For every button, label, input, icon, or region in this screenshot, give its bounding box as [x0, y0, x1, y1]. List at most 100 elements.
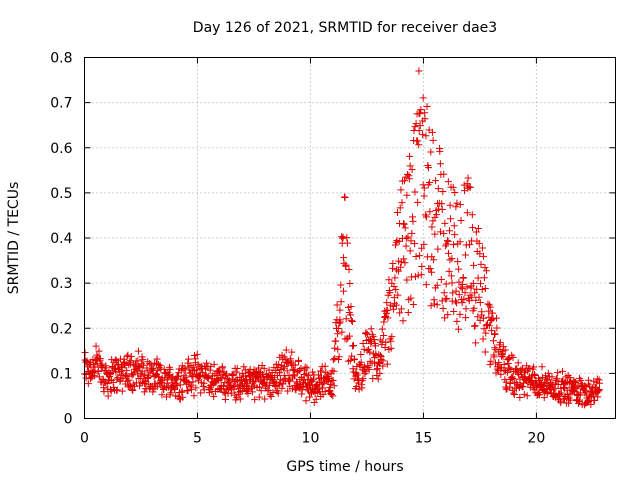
data-point — [478, 285, 486, 293]
data-point — [459, 274, 467, 282]
data-point — [531, 371, 539, 379]
data-point — [444, 178, 452, 186]
data-point — [261, 395, 269, 403]
data-point — [421, 211, 429, 219]
data-point — [497, 370, 505, 378]
data-point — [449, 289, 457, 297]
data-point — [445, 267, 453, 275]
data-point — [426, 208, 434, 216]
data-point — [420, 240, 428, 248]
data-point — [593, 375, 601, 383]
data-point — [359, 375, 367, 383]
data-point — [520, 368, 528, 376]
data-point — [283, 358, 291, 366]
data-point — [442, 280, 450, 288]
data-point — [391, 299, 399, 307]
data-point — [464, 174, 472, 182]
data-point — [444, 237, 452, 245]
data-point — [594, 393, 602, 401]
data-point — [248, 388, 256, 396]
x-tick-label: 5 — [193, 431, 202, 447]
data-point — [373, 366, 381, 374]
data-point — [444, 249, 452, 257]
data-point — [230, 385, 238, 393]
data-point — [277, 376, 285, 384]
data-point — [256, 383, 264, 391]
data-point — [401, 224, 409, 232]
data-point — [103, 380, 111, 388]
data-point — [571, 378, 579, 386]
data-point — [458, 299, 466, 307]
data-point — [462, 314, 470, 322]
data-point — [591, 396, 599, 404]
data-point — [210, 360, 218, 368]
data-point — [462, 305, 470, 313]
data-point — [346, 332, 354, 340]
data-point — [333, 301, 341, 309]
data-point — [446, 256, 454, 264]
data-point — [278, 384, 286, 392]
data-point — [98, 360, 106, 368]
data-point — [352, 370, 360, 378]
data-point — [309, 375, 317, 383]
data-point — [235, 390, 243, 398]
data-point — [482, 329, 490, 337]
data-point — [187, 386, 195, 394]
data-point — [148, 364, 156, 372]
data-point — [453, 199, 461, 207]
data-point — [154, 360, 162, 368]
data-point — [496, 338, 504, 346]
data-point — [206, 366, 214, 374]
data-point — [587, 400, 595, 408]
data-point — [461, 251, 469, 259]
data-point — [423, 102, 431, 110]
data-point — [469, 224, 477, 232]
data-point — [271, 383, 279, 391]
data-point — [470, 304, 478, 312]
data-point — [134, 347, 142, 355]
data-point — [436, 160, 444, 168]
data-point — [404, 233, 412, 241]
data-point — [373, 364, 381, 372]
data-point — [451, 188, 459, 196]
data-point — [429, 136, 437, 144]
data-point — [499, 343, 507, 351]
data-point — [415, 141, 423, 149]
data-point — [363, 330, 371, 338]
data-point — [319, 384, 327, 392]
data-point — [217, 375, 225, 383]
data-point — [189, 378, 197, 386]
data-point — [283, 367, 291, 375]
data-point — [328, 391, 336, 398]
data-point — [504, 356, 512, 364]
data-point — [471, 289, 479, 297]
data-point — [548, 383, 556, 391]
data-point — [442, 295, 450, 303]
data-point — [385, 276, 393, 284]
data-point — [301, 363, 309, 371]
data-point — [341, 194, 349, 202]
data-point — [185, 366, 193, 374]
data-point — [346, 356, 354, 364]
data-point — [96, 355, 104, 363]
data-point — [155, 373, 163, 381]
data-point — [409, 300, 417, 308]
data-point — [358, 384, 366, 392]
data-point — [359, 339, 367, 347]
data-point — [474, 274, 482, 282]
data-point — [456, 238, 464, 246]
data-point — [190, 392, 198, 400]
data-point — [488, 309, 496, 317]
data-point — [244, 389, 252, 397]
data-point — [310, 398, 318, 406]
data-point — [347, 302, 355, 310]
x-tick-label: 15 — [415, 431, 433, 447]
data-point — [106, 372, 114, 380]
data-point — [479, 314, 487, 322]
data-point — [374, 375, 382, 383]
data-point — [577, 376, 585, 384]
data-point — [538, 373, 546, 381]
data-point — [465, 297, 473, 305]
x-axis-label: GPS time / hours — [286, 459, 403, 475]
data-point — [466, 183, 474, 191]
